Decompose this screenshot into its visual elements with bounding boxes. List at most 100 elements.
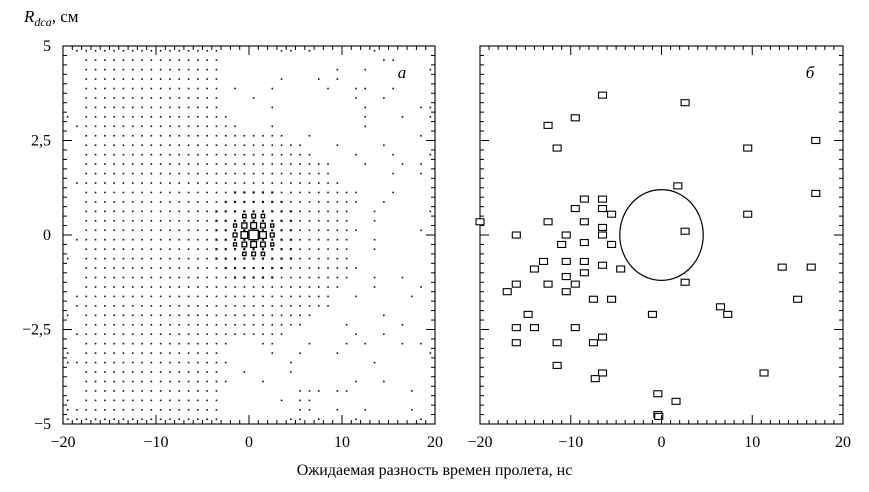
bin-dot xyxy=(215,418,218,421)
bin-dot xyxy=(122,106,125,109)
bin-dot xyxy=(150,418,153,421)
y-tick-label: 0 xyxy=(43,227,51,244)
bin-dot xyxy=(392,87,394,90)
bin-dot xyxy=(150,380,153,383)
bin-dot xyxy=(317,182,320,184)
bin-dot xyxy=(215,267,218,269)
bin-dot xyxy=(131,220,134,222)
bin-dot xyxy=(66,352,69,354)
panel-a-ticks: −20 −10 0 10 20 5 2,5 0 −2,5 −5 xyxy=(22,38,443,451)
bin-dot xyxy=(178,153,181,156)
bin-dot xyxy=(224,238,227,241)
event-point xyxy=(680,227,690,235)
bin-dot xyxy=(197,220,199,222)
bin-dot xyxy=(94,59,97,61)
bin-dot xyxy=(150,125,153,128)
bin-dot xyxy=(85,314,88,317)
bin-dot xyxy=(224,323,227,326)
bin-dot xyxy=(373,286,376,288)
bin-dot xyxy=(85,68,88,71)
bin-dot xyxy=(243,314,246,317)
bin-dot xyxy=(243,333,246,336)
x-tick-label: 0 xyxy=(245,434,253,451)
bin-dot xyxy=(410,390,413,392)
bin-dot xyxy=(197,87,199,90)
bin-dot xyxy=(373,49,376,52)
bin-dot xyxy=(122,134,125,137)
bin-dot xyxy=(76,305,78,307)
bin-dot xyxy=(94,201,97,203)
bin-dot xyxy=(252,144,255,147)
bin-dot xyxy=(224,286,227,288)
bin-dot xyxy=(261,238,265,241)
bin-dot xyxy=(215,191,218,194)
bin-dot xyxy=(327,201,329,203)
bin-dot xyxy=(206,286,208,288)
bin-dot xyxy=(131,134,134,137)
bin-dot xyxy=(178,371,181,373)
bin-dot xyxy=(187,248,190,250)
bin-dot xyxy=(206,380,208,383)
bin-dot xyxy=(178,68,181,71)
bin-box xyxy=(260,251,266,257)
bin-dot xyxy=(159,295,162,298)
bin-dot xyxy=(327,238,329,241)
bin-dot xyxy=(197,163,199,165)
bin-dot xyxy=(234,333,236,336)
bin-dot xyxy=(290,144,292,147)
event-point xyxy=(538,257,549,266)
bin-dot xyxy=(224,153,227,156)
event-point xyxy=(680,278,690,286)
bin-dot xyxy=(271,144,274,147)
bin-dot xyxy=(85,134,88,137)
bin-dot xyxy=(299,267,301,269)
bin-dot xyxy=(197,97,199,99)
bin-dot xyxy=(122,238,125,241)
bin-dot xyxy=(206,305,208,307)
bin-dot xyxy=(122,144,125,147)
bin-dot xyxy=(131,342,134,345)
event-point xyxy=(759,369,769,377)
bin-dot xyxy=(243,248,246,251)
bin-dot xyxy=(104,286,106,288)
bin-dot xyxy=(280,238,283,241)
bin-dot xyxy=(141,153,143,156)
bin-dot xyxy=(420,418,422,421)
bin-dot xyxy=(224,172,227,175)
bin-dot xyxy=(308,409,311,411)
bin-dot xyxy=(76,409,78,411)
bin-dot xyxy=(187,295,190,298)
bin-dot xyxy=(252,210,255,213)
bin-dot xyxy=(355,418,357,421)
bin-dot xyxy=(94,229,97,232)
bin-dot xyxy=(113,352,115,354)
bin-dot xyxy=(122,49,125,52)
bin-dot xyxy=(355,201,357,203)
bin-dot xyxy=(215,390,218,392)
bin-dot xyxy=(224,200,227,204)
bin-dot xyxy=(104,257,106,260)
bin-dot xyxy=(113,323,115,326)
bin-dot xyxy=(243,219,246,222)
bin-dot xyxy=(261,248,265,251)
bin-dot xyxy=(131,305,134,307)
bin-dot xyxy=(131,380,134,383)
panel-a: −20 −10 0 10 20 5 2,5 0 −2,5 −5 а xyxy=(22,38,443,451)
bin-dot xyxy=(280,229,283,232)
bin-dot xyxy=(85,78,88,80)
bin-dot xyxy=(159,210,162,213)
bin-dot xyxy=(392,59,394,61)
bin-dot xyxy=(159,276,162,279)
bin-dot xyxy=(141,399,143,402)
bin-dot xyxy=(252,97,255,99)
bin-dot xyxy=(262,342,264,345)
bin-dot xyxy=(169,314,171,317)
bin-dot xyxy=(122,314,125,317)
bin-dot xyxy=(85,323,88,326)
bin-dot xyxy=(262,286,264,288)
bin-dot xyxy=(66,409,69,411)
bin-dot xyxy=(197,418,199,421)
x-tick-label: 0 xyxy=(658,434,666,451)
bin-dot xyxy=(150,361,153,364)
bin-dot xyxy=(169,210,171,213)
